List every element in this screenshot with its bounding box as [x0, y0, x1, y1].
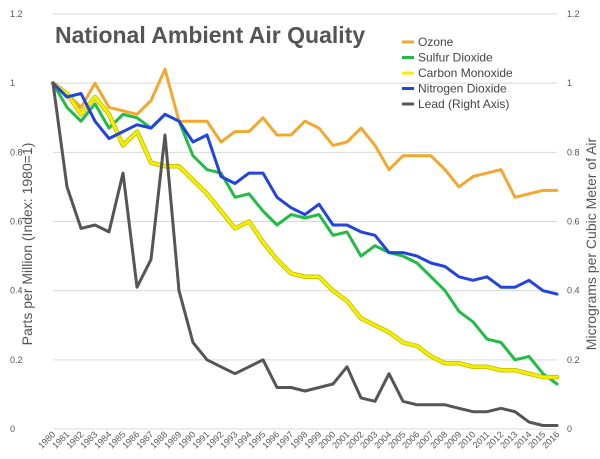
y2-tick-label: 0.2 [567, 355, 580, 365]
y-tick-label: 1 [10, 78, 15, 88]
y-axis-label: Parts per Million (Index: 1980=1) [19, 143, 35, 346]
y2-tick-label: 1.2 [567, 9, 580, 19]
legend-label-ozone: Ozone [418, 35, 454, 49]
y2-tick-label: 0.4 [567, 286, 580, 296]
y-tick-label: 1.2 [10, 9, 23, 19]
y-tick-label: 0.8 [10, 147, 23, 157]
y-tick-label: 0.2 [10, 355, 23, 365]
x-axis-ticks: 1980198119821983198419851986198719881989… [36, 429, 561, 450]
y2-tick-label: 0.6 [567, 217, 580, 227]
y2-axis-label: Micrograms per Cubic Meter of Air [583, 137, 599, 350]
chart-title: National Ambient Air Quality [55, 22, 365, 48]
carbon-monoxide-line [51, 81, 559, 379]
y2-tick-label: 0 [567, 424, 572, 434]
legend-label-carbon-monoxide: Carbon Monoxide [418, 66, 513, 80]
series-lines [50, 67, 560, 427]
right-axis-ticks: 0 0.2 0.4 0.6 0.8 1 1.2 [567, 9, 580, 434]
legend-label-lead: Lead (Right Axis) [418, 97, 509, 111]
legend-label-nitrogen-dioxide: Nitrogen Dioxide [418, 82, 507, 96]
y-tick-label: 0.6 [10, 217, 23, 227]
y-tick-label: 0.4 [10, 286, 23, 296]
sulfur-dioxide-line [51, 81, 559, 386]
legend-label-sulfur-dioxide: Sulfur Dioxide [418, 51, 493, 65]
y-tick-label: 0 [10, 424, 15, 434]
gridlines [53, 13, 557, 430]
lead-line [51, 81, 559, 427]
y2-tick-label: 0.8 [567, 147, 580, 157]
left-axis-ticks: 0 0.2 0.4 0.6 0.8 1 1.2 [10, 9, 23, 434]
nitrogen-dioxide-line [51, 81, 559, 296]
y2-tick-label: 1 [567, 78, 572, 88]
ozone-line [51, 67, 559, 199]
